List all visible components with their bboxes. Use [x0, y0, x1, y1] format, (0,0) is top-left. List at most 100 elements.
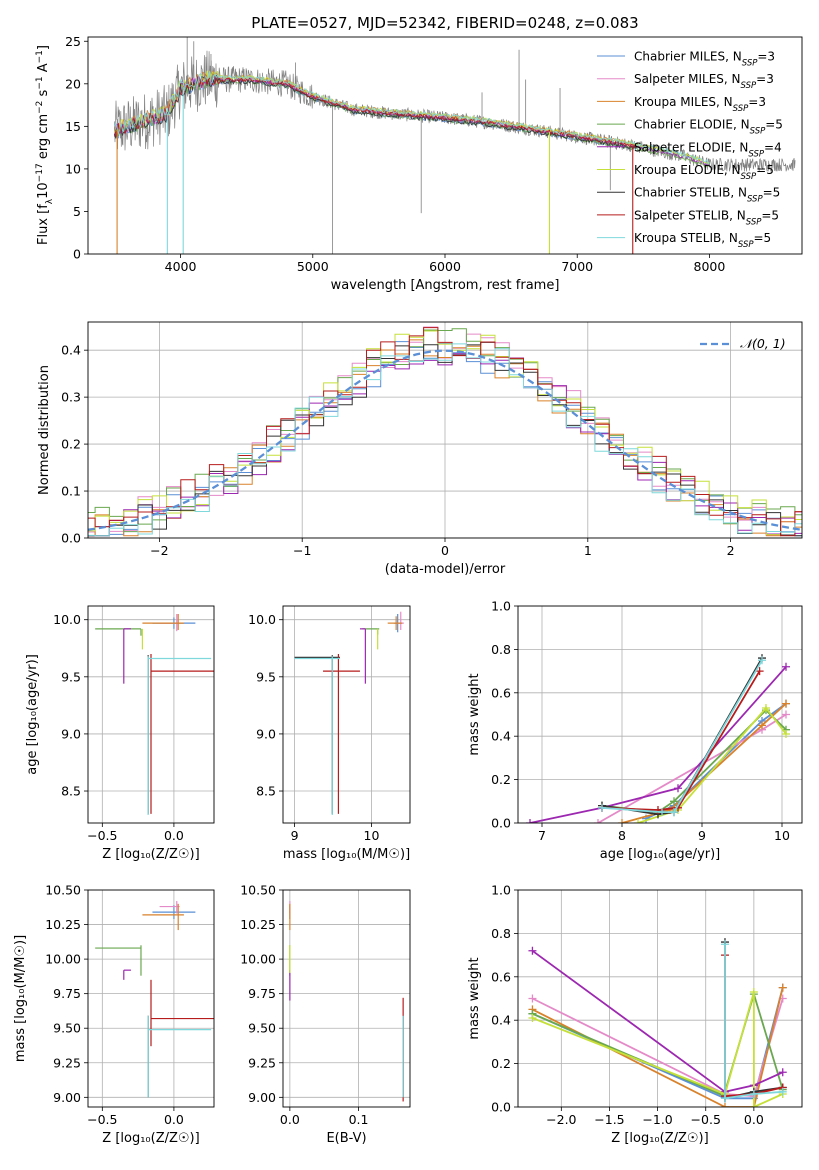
x-axis-label: Z [log₁₀(Z/Z☉)]: [102, 847, 199, 862]
model-spectrum-kroupa_elodie: [114, 70, 710, 165]
x-tick-label: 9: [698, 828, 706, 843]
x-axis-label: age [log₁₀(age/yr)]: [600, 847, 721, 862]
y-tick-label: 0.6: [491, 969, 511, 984]
y-tick-label: 10.25: [240, 917, 276, 932]
x-tick-label: 6000: [429, 259, 461, 274]
axes-frame: [87, 889, 215, 1108]
y-tick-label: 0.1: [61, 484, 81, 499]
y-tick-label: 9.0: [61, 726, 81, 741]
y-axis-label: mass [log₁₀(M/M☉)]: [13, 935, 28, 1062]
legend-label-salpeter_miles: Salpeter MILES, NSSP=3: [634, 72, 774, 91]
x-tick-label: −0.5: [691, 1112, 721, 1127]
y-tick-label: 5: [73, 204, 81, 219]
panel-age_vs_Z: −0.5 0.0 8.5 9.0 9.5 10.0 Z [log₁₀(Z/Z☉)] age […: [25, 605, 215, 862]
axes-frame: [87, 605, 215, 824]
x-tick-label: 0: [441, 543, 449, 558]
y-tick-label: 10.0: [53, 612, 81, 627]
x-tick-label: 10: [364, 828, 380, 843]
weight-point-kroupa_stelib: [758, 656, 766, 665]
y-tick-label: 10.50: [240, 883, 276, 898]
legend-label-chabrier_elodie: Chabrier ELODIE, NSSP=5: [634, 118, 783, 137]
x-tick-label: 0.0: [164, 828, 184, 843]
x-tick-label: 10: [774, 828, 790, 843]
weight-point-kroupa_elodie: [762, 703, 770, 712]
x-tick-label: −0.5: [87, 1112, 117, 1127]
y-tick-label: 10.00: [240, 952, 276, 967]
weight-point-kroupa_stelib: [749, 1089, 758, 1098]
y-axis-label: mass weight: [467, 957, 482, 1039]
x-tick-label: 8000: [694, 259, 726, 274]
plot-area-massweight_vs_Z: [518, 890, 802, 1107]
plot-area-residual_histogram: [88, 322, 802, 538]
y-axis-label: Normed distribution: [37, 365, 52, 495]
weight-point-kroupa_miles: [720, 1103, 729, 1107]
legend-label-chabrier_stelib: Chabrier STELIB, NSSP=5: [634, 186, 780, 205]
weight-line-salpeter_elodie: [531, 950, 784, 1093]
grid-massweight_vs_age: [518, 606, 802, 823]
x-axis-label: Z [log₁₀(Z/Z☉)]: [611, 1131, 708, 1146]
panel-mass_vs_ebv: 0.0 0.1 9.00 9.25 9.50 9.75 10.00 10.25 10.50 E(B…: [240, 883, 411, 1146]
histogram-kroupa_miles: [88, 339, 802, 537]
weight-point-salpeter_miles: [782, 710, 790, 719]
legend-label-kroupa_miles: Kroupa MILES, NSSP=3: [634, 95, 766, 114]
weight-point-salpeter_elodie: [674, 784, 682, 793]
legend-label-salpeter_stelib: Salpeter STELIB, NSSP=5: [634, 208, 779, 227]
weight-point-kroupa_miles: [618, 819, 626, 823]
y-tick-label: 0.2: [491, 772, 511, 787]
x-axis-label: wavelength [Angstrom, rest frame]: [331, 278, 560, 293]
x-tick-label: 0.0: [744, 1112, 764, 1127]
y-tick-label: 1.0: [491, 599, 511, 614]
x-axis-label: E(B-V): [326, 1131, 366, 1146]
legend-label-chabrier_miles: Chabrier MILES, NSSP=3: [634, 50, 775, 69]
y-tick-label: 9.50: [248, 1021, 276, 1036]
normal-curve: [88, 349, 802, 531]
weight-point-kroupa_elodie: [634, 819, 642, 823]
y-tick-label: 9.75: [248, 986, 276, 1001]
weight-point-kroupa_stelib: [670, 808, 678, 817]
y-tick-label: 0.8: [491, 642, 511, 657]
weight-point-kroupa_elodie: [749, 1103, 758, 1107]
y-tick-label: 10.25: [45, 917, 81, 932]
x-axis-label: (data-model)/error: [385, 562, 506, 577]
axes-frame: [282, 605, 411, 824]
y-tick-label: 0.4: [491, 1013, 511, 1028]
weight-point-kroupa_miles: [758, 721, 766, 730]
axes-frame: [282, 889, 411, 1108]
x-tick-label: 7: [538, 828, 546, 843]
y-tick-label: 0.2: [491, 1056, 511, 1071]
weight-line-kroupa_miles: [531, 987, 784, 1107]
weight-line-salpeter_elodie: [529, 666, 787, 823]
weight-point-kroupa_stelib: [720, 1094, 729, 1103]
legend-label-kroupa_stelib: Kroupa STELIB, NSSP=5: [634, 231, 771, 250]
panel-massweight_vs_Z: −2.0 −1.5 −1.0 −0.5 0.0 0.0 0.2 0.4 0.6 0.8 1.0 Z […: [467, 883, 803, 1146]
weight-point-salpeter_stelib: [755, 667, 764, 676]
weight-line-salpeter_miles: [597, 713, 787, 823]
x-tick-label: 9: [291, 828, 299, 843]
model-spectrum-kroupa_stelib: [113, 71, 710, 166]
plot-area-massweight_vs_age: [518, 606, 802, 823]
y-axis-label: Flux [fλ10−17 erg cm−2 s−1 A−1]: [35, 45, 55, 245]
x-tick-label: 8: [618, 828, 626, 843]
x-tick-label: 4000: [165, 259, 197, 274]
weight-point-salpeter_miles: [594, 819, 602, 823]
weight-point-kroupa_elodie: [782, 730, 790, 739]
histogram-kroupa_elodie: [88, 330, 802, 536]
x-tick-label: 0.0: [280, 1112, 300, 1127]
weight-point-kroupa_stelib: [778, 1087, 787, 1096]
y-tick-label: 9.50: [53, 1021, 81, 1036]
weight-point-kroupa_stelib: [720, 940, 729, 949]
x-tick-label: −1.5: [594, 1112, 624, 1127]
y-tick-label: 10.0: [248, 612, 276, 627]
weight-point-salpeter_miles: [528, 994, 537, 1003]
weight-point-kroupa_elodie: [528, 1014, 537, 1023]
y-tick-label: 0.0: [491, 816, 511, 831]
y-tick-label: 8.5: [61, 784, 81, 799]
y-tick-label: 0.2: [61, 437, 81, 452]
y-tick-label: 0.4: [491, 729, 511, 744]
y-tick-label: 9.75: [53, 986, 81, 1001]
y-tick-label: 8.5: [256, 784, 276, 799]
y-tick-label: 9.00: [53, 1090, 81, 1105]
y-tick-label: 0: [73, 247, 81, 262]
weight-point-kroupa_stelib: [658, 808, 666, 817]
figure-title: PLATE=0527, MJD=52342, FIBERID=0248, z=0…: [251, 14, 638, 32]
